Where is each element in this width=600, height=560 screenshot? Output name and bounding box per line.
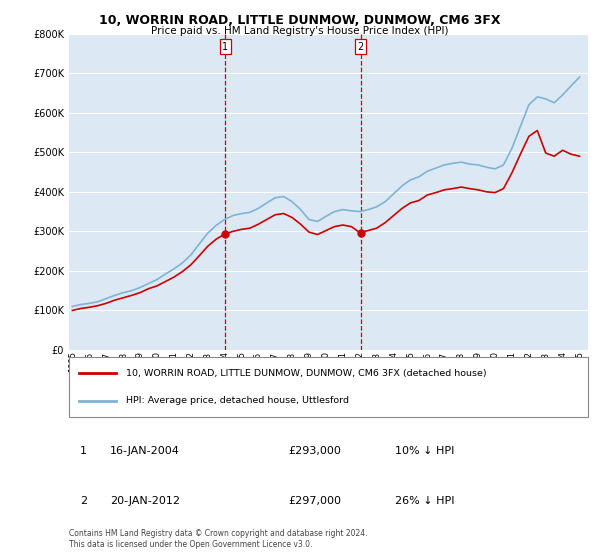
Text: £297,000: £297,000 — [289, 496, 341, 506]
Text: HPI: Average price, detached house, Uttlesford: HPI: Average price, detached house, Uttl… — [126, 396, 349, 405]
Text: £293,000: £293,000 — [289, 446, 341, 456]
Text: 10, WORRIN ROAD, LITTLE DUNMOW, DUNMOW, CM6 3FX (detached house): 10, WORRIN ROAD, LITTLE DUNMOW, DUNMOW, … — [126, 368, 487, 377]
Text: 1: 1 — [80, 446, 87, 456]
Text: 10% ↓ HPI: 10% ↓ HPI — [395, 446, 454, 456]
Text: 20-JAN-2012: 20-JAN-2012 — [110, 496, 180, 506]
Text: 2: 2 — [80, 496, 87, 506]
Text: 1: 1 — [222, 41, 228, 52]
Text: Contains HM Land Registry data © Crown copyright and database right 2024.
This d: Contains HM Land Registry data © Crown c… — [69, 529, 367, 549]
Text: 26% ↓ HPI: 26% ↓ HPI — [395, 496, 454, 506]
Text: Price paid vs. HM Land Registry's House Price Index (HPI): Price paid vs. HM Land Registry's House … — [151, 26, 449, 36]
Text: 16-JAN-2004: 16-JAN-2004 — [110, 446, 180, 456]
Text: 2: 2 — [358, 41, 364, 52]
Text: 10, WORRIN ROAD, LITTLE DUNMOW, DUNMOW, CM6 3FX: 10, WORRIN ROAD, LITTLE DUNMOW, DUNMOW, … — [99, 14, 501, 27]
